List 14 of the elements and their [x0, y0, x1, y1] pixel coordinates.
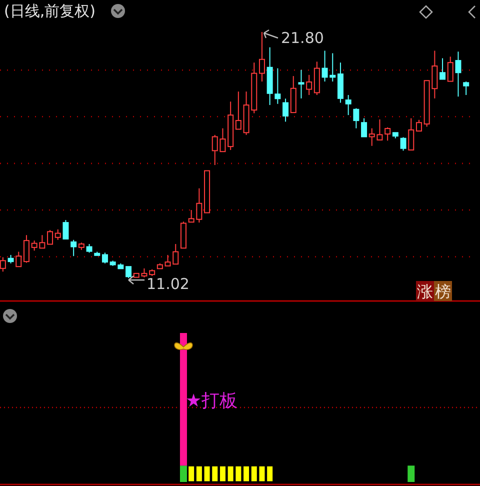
candlestick [290, 76, 296, 114]
candlestick [204, 170, 210, 214]
candlestick [258, 32, 265, 82]
annotation: 21.80 [280, 29, 324, 47]
annotation: 11.02 [146, 275, 190, 293]
candlestick [408, 118, 414, 150]
candlestick [455, 51, 462, 98]
candlestick [345, 94, 352, 116]
candlestick [298, 69, 304, 99]
candlestick [447, 56, 454, 82]
annotation: ★打板 [185, 390, 238, 412]
chart-title: (日线,前复权) [4, 2, 96, 20]
candlestick [235, 91, 242, 130]
candlestick [440, 58, 446, 80]
